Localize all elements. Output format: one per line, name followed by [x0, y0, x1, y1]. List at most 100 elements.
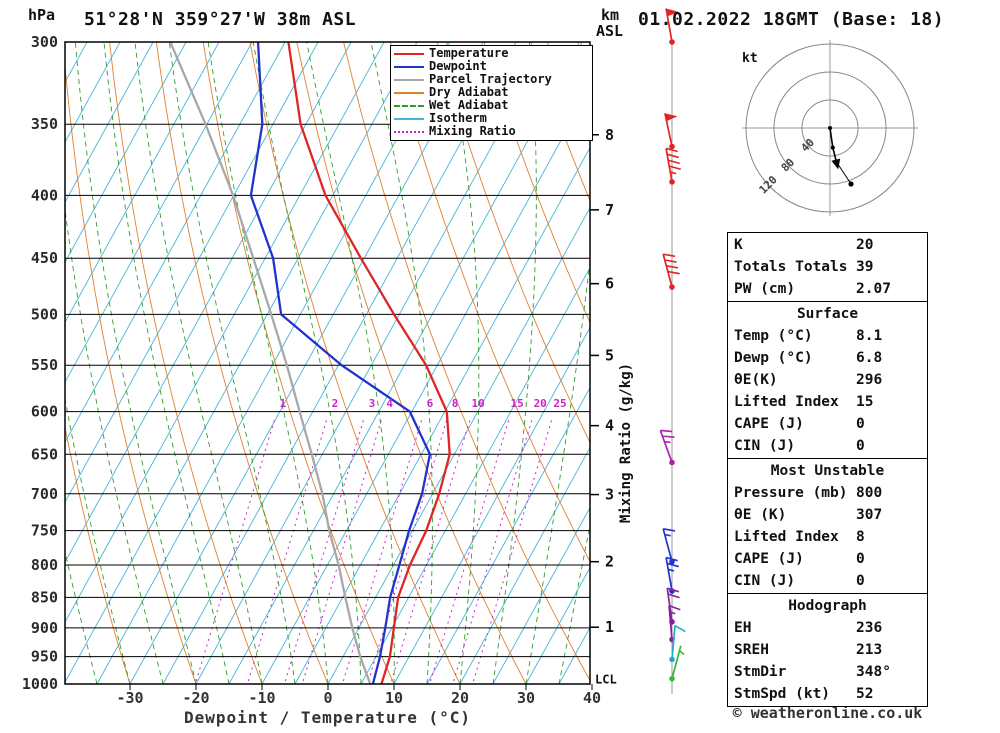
panel-title: Most Unstable	[770, 463, 885, 479]
legend-swatch-temperature	[394, 52, 424, 55]
legend-item: Isotherm	[394, 112, 592, 125]
lcl-label: LCL	[595, 673, 617, 687]
svg-text:30: 30	[517, 689, 535, 707]
svg-text:2: 2	[332, 397, 339, 410]
legend-swatch-dewpoint	[394, 65, 424, 68]
svg-text:1: 1	[605, 618, 614, 636]
svg-text:800: 800	[31, 556, 58, 574]
panel-row: θE (K) 307	[728, 504, 927, 526]
pressure-grid-layer	[65, 41, 590, 685]
panel-row-value: 236	[856, 620, 883, 636]
panel-row: SREH 213	[728, 639, 927, 661]
svg-text:4: 4	[605, 417, 614, 435]
legend-label: Dewpoint	[429, 59, 487, 73]
svg-text:8: 8	[452, 397, 459, 410]
panel-row-label: CIN (J)	[734, 438, 796, 454]
svg-text:10: 10	[472, 397, 485, 410]
page-title: 51°28'N 359°27'W 38m ASL	[84, 9, 357, 30]
panel-row: Lifted Index 8	[728, 526, 927, 548]
panel-most_unstable: Most Unstable Pressure (mb) 800 θE (K) 307 Li…	[727, 458, 928, 594]
x-axis-title: Dewpoint / Temperature (°C)	[183, 708, 472, 727]
panel-row-value: 39	[856, 259, 874, 275]
panel-row-label: K	[734, 237, 743, 253]
svg-text:10: 10	[385, 689, 403, 707]
legend-label: Wet Adiabat	[429, 98, 509, 112]
datetime-label: 01.02.2022 18GMT (Base: 18)	[638, 9, 945, 30]
panel-title: Surface	[796, 306, 859, 322]
panel-row-label: PW (cm)	[734, 281, 796, 297]
panel-row-value: 0	[856, 438, 865, 454]
panel-row: CAPE (J) 0	[728, 548, 927, 570]
panel-row: K 20	[728, 234, 927, 256]
svg-text:8: 8	[605, 126, 614, 144]
altitude-axis-title-asl: ASL	[596, 22, 624, 40]
svg-text:1: 1	[279, 397, 286, 410]
panel-row-label: Temp (°C)	[734, 328, 813, 344]
svg-text:450: 450	[31, 249, 58, 267]
panel-row-value: 20	[856, 237, 874, 253]
legend-item: Temperature	[394, 47, 592, 60]
svg-text:20: 20	[451, 689, 469, 707]
hodograph-unit: kt	[742, 51, 758, 66]
panel-row-label: CIN (J)	[734, 573, 796, 589]
panel-row-label: StmDir	[734, 664, 787, 680]
panel-row-label: Pressure (mb)	[734, 485, 848, 501]
panel-row: Dewp (°C) 6.8	[728, 347, 927, 369]
legend-swatch-dry_adiabat	[394, 91, 424, 94]
panel-row-value: 8	[856, 529, 865, 545]
axis-labels: 3003504004505005506006507007508008509009…	[22, 33, 634, 707]
svg-text:350: 350	[31, 115, 58, 133]
panel-row-value: 0	[856, 573, 865, 589]
panel-title: Hodograph	[788, 598, 867, 614]
svg-text:7: 7	[605, 201, 614, 219]
svg-text:750: 750	[31, 522, 58, 540]
panel-row-value: 8.1	[856, 328, 883, 344]
panel-row: Lifted Index 15	[728, 391, 927, 413]
panel-hodograph_panel: Hodograph EH 236 SREH 213 StmDir 348° StmSpd (k…	[727, 593, 928, 707]
panel-indices: K 20 Totals Totals 39 PW (cm) 2.07	[727, 232, 928, 302]
svg-text:4: 4	[386, 397, 393, 410]
svg-text:600: 600	[31, 403, 58, 421]
panel-row: Pressure (mb) 800	[728, 482, 927, 504]
panel-row-label: Totals Totals	[734, 259, 848, 275]
svg-text:850: 850	[31, 588, 58, 606]
panel-row: θE(K) 296	[728, 369, 927, 391]
mixing-ratio-axis-title: Mixing Ratio (g/kg)	[618, 363, 634, 523]
panel-row-label: EH	[734, 620, 752, 636]
panel-row-label: CAPE (J)	[734, 551, 804, 567]
legend-item: Dry Adiabat	[394, 86, 592, 99]
panel-row-value: 15	[856, 394, 874, 410]
legend-label: Dry Adiabat	[429, 85, 509, 99]
svg-text:15: 15	[510, 397, 523, 410]
legend-label: Isotherm	[429, 111, 487, 125]
svg-text:6: 6	[427, 397, 434, 410]
svg-text:25: 25	[553, 397, 566, 410]
panel-row: StmDir 348°	[728, 661, 927, 683]
legend-swatch-isotherm	[394, 117, 424, 120]
panel-row: StmSpd (kt) 52	[728, 683, 927, 705]
legend-item: Dewpoint	[394, 60, 592, 73]
svg-text:40: 40	[798, 136, 817, 155]
legend-label: Temperature	[429, 46, 509, 60]
panel-row: Totals Totals 39	[728, 256, 927, 278]
legend-label: Mixing Ratio	[429, 124, 516, 138]
svg-text:5: 5	[605, 346, 614, 364]
panel-row: CAPE (J) 0	[728, 413, 927, 435]
panel-row-value: 213	[856, 642, 883, 658]
svg-text:-10: -10	[248, 689, 275, 707]
panel-row: PW (cm) 2.07	[728, 278, 927, 300]
svg-text:0: 0	[323, 689, 332, 707]
panel-row-label: StmSpd (kt)	[734, 686, 831, 702]
pressure-axis-title: hPa	[28, 6, 56, 24]
svg-text:400: 400	[31, 186, 58, 204]
svg-text:700: 700	[31, 485, 58, 503]
panel-row-value: 2.07	[856, 281, 891, 297]
panel-row-label: SREH	[734, 642, 769, 658]
panel-row-value: 800	[856, 485, 883, 501]
panel-row-value: 0	[856, 416, 865, 432]
wind-barb-column	[659, 8, 686, 694]
svg-text:6: 6	[605, 275, 614, 293]
legend-item: Parcel Trajectory	[394, 73, 592, 86]
